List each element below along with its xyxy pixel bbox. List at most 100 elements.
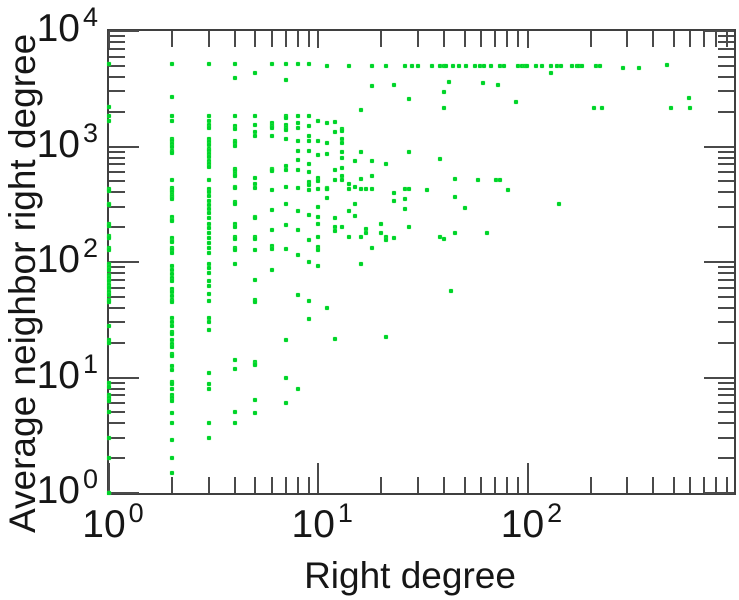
data-point (534, 63, 539, 68)
data-point (383, 238, 388, 243)
data-point (574, 63, 579, 68)
data-point (169, 250, 174, 255)
data-point (107, 221, 111, 226)
data-point (253, 216, 258, 221)
y-tick-mirror (718, 75, 734, 78)
data-point (519, 63, 524, 68)
data-point (232, 366, 237, 371)
data-point (295, 126, 300, 131)
data-point (253, 234, 258, 239)
x-tick (516, 477, 519, 493)
data-point (340, 178, 345, 183)
x-tick-mirror (516, 31, 519, 47)
data-point (358, 177, 363, 182)
data-point (206, 382, 211, 387)
y-tick (109, 90, 125, 93)
data-point (524, 63, 529, 68)
tick-exponent: 2 (82, 233, 98, 263)
tick-mantissa: 10 (291, 503, 335, 546)
y-tick (109, 75, 125, 78)
data-point (169, 364, 174, 369)
x-tick (254, 477, 257, 493)
data-point (169, 197, 174, 202)
data-point (340, 129, 345, 134)
data-point (353, 202, 358, 207)
data-point (332, 178, 337, 183)
x-tick-mirror (480, 31, 483, 47)
y-tick (109, 171, 125, 174)
data-point (206, 246, 211, 251)
y-tick-mirror (718, 387, 734, 390)
x-tick (715, 477, 718, 493)
data-point (295, 227, 300, 232)
data-point (107, 61, 111, 66)
data-point (472, 63, 477, 68)
x-tick (443, 477, 446, 493)
data-point (450, 63, 455, 68)
data-point (169, 271, 174, 276)
data-point (206, 203, 211, 208)
data-point (107, 456, 111, 461)
data-point (316, 264, 321, 269)
x-tick (689, 477, 692, 493)
x-tick (703, 477, 706, 493)
data-point (306, 61, 311, 66)
y-tick-mirror (718, 163, 734, 166)
data-point (169, 185, 174, 190)
plot-area (107, 29, 736, 495)
y-tick-mirror (718, 295, 734, 298)
data-point (206, 143, 211, 148)
data-point (206, 140, 211, 145)
data-point (283, 125, 288, 130)
x-tick-mirror (380, 31, 383, 47)
y-tick-mirror (704, 145, 734, 148)
data-point (206, 435, 211, 440)
data-point (169, 151, 174, 156)
data-point (332, 130, 337, 135)
data-point (169, 331, 174, 336)
data-point (340, 166, 345, 171)
data-point (232, 168, 237, 173)
data-point (665, 62, 670, 67)
y-tick-mirror (718, 436, 734, 439)
data-point (107, 292, 111, 297)
data-point (169, 178, 174, 183)
data-point (206, 161, 211, 166)
data-point (269, 227, 274, 232)
y-tick (109, 150, 125, 153)
data-point (332, 168, 337, 173)
tick-mantissa: 10 (36, 7, 80, 50)
data-point (169, 300, 174, 305)
data-point (107, 273, 111, 278)
data-point (515, 63, 520, 68)
data-point (358, 261, 363, 266)
data-point (253, 113, 258, 118)
data-point (169, 320, 174, 325)
y-tick (109, 145, 139, 148)
data-point (107, 264, 111, 269)
data-point (107, 279, 111, 284)
data-point (169, 248, 174, 252)
data-point (476, 178, 480, 183)
tick-exponent: 0 (128, 498, 144, 528)
data-point (169, 279, 174, 284)
data-point (206, 198, 211, 203)
y-tick (109, 306, 125, 309)
y-tick-mirror (718, 402, 734, 405)
data-point (169, 141, 174, 146)
data-point (232, 76, 237, 81)
x-tick (463, 477, 466, 493)
data-point (206, 291, 211, 296)
data-point (369, 63, 374, 68)
data-point (358, 108, 363, 113)
data-point (169, 240, 174, 245)
x-tick (494, 477, 497, 493)
data-point (306, 213, 311, 218)
y-tick-label: 10 4 (0, 4, 98, 51)
data-point (206, 123, 211, 128)
data-point (446, 79, 451, 84)
x-tick-label: 10 1 (291, 500, 353, 547)
data-point (340, 225, 345, 230)
data-point (295, 252, 300, 257)
data-point (324, 120, 329, 125)
